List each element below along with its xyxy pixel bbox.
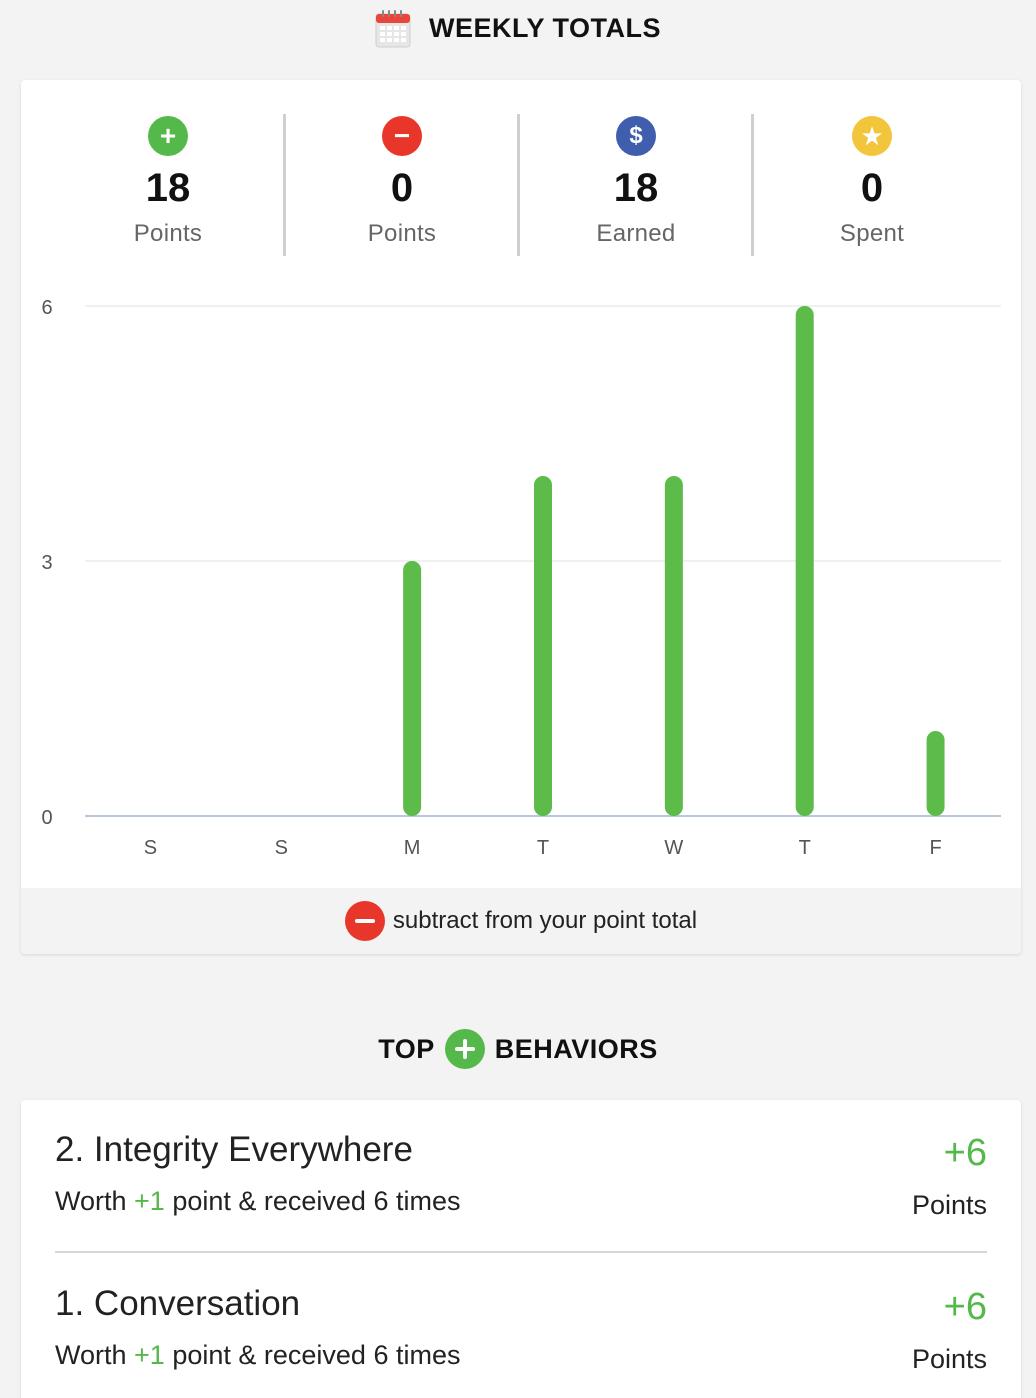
x-tick-label: M [404, 837, 421, 859]
y-tick-label: 6 [41, 297, 52, 319]
worth-mid: point & received [164, 1186, 374, 1216]
star-circle-icon: ★ [852, 116, 892, 156]
section-title-right: BEHAVIORS [494, 1033, 658, 1064]
top-behaviors-card: 2. Integrity Everywhere Worth +1 point &… [21, 1100, 1021, 1398]
stat-divider [517, 114, 520, 256]
times-count: 6 [373, 1340, 389, 1370]
weekly-bar-chart: 0 3 6 S S M T W T F [21, 280, 1021, 880]
stat-earned: $ 18 Earned [519, 110, 753, 258]
stat-label: Points [367, 220, 437, 247]
stat-value: 18 [145, 166, 191, 210]
worth-prefix: Worth [55, 1340, 135, 1370]
plus-circle-icon [444, 1029, 485, 1069]
stat-label: Points [133, 220, 203, 247]
x-tick-label: T [799, 837, 811, 859]
behavior-description: Worth +1 point & received 6 times [55, 1340, 461, 1371]
behavior-description: Worth +1 point & received 6 times [55, 1186, 461, 1217]
y-tick-label: 0 [41, 807, 52, 829]
x-tick-label: F [929, 837, 941, 859]
worth-suffix: times [388, 1186, 461, 1216]
stat-divider [751, 114, 754, 256]
stat-label: Earned [596, 220, 676, 247]
calendar-icon [375, 8, 411, 48]
behavior-divider [55, 1251, 987, 1253]
bar-5 [795, 306, 814, 816]
x-tick-label: W [664, 837, 683, 859]
y-tick-label: 3 [41, 552, 52, 574]
behavior-points-label: Points [911, 1190, 987, 1220]
legend: subtract from your point total [21, 888, 1021, 954]
behavior-item[interactable]: 2. Integrity Everywhere Worth +1 point &… [55, 1100, 987, 1240]
times-count: 6 [373, 1186, 389, 1216]
worth-mid: point & received [164, 1340, 374, 1370]
minus-circle-icon: − [382, 116, 422, 156]
stats-row: + 18 Points − 0 Points $ 18 Earned ★ 0 S… [21, 110, 1021, 258]
stat-value: 0 [390, 166, 414, 210]
stat-negative-points: − 0 Points [285, 110, 519, 258]
behavior-points-label: Points [911, 1344, 987, 1374]
behavior-name: 2. Integrity Everywhere [55, 1130, 413, 1169]
x-tick-label: S [275, 837, 288, 859]
minus-circle-icon [344, 901, 385, 941]
x-tick-label: S [144, 837, 157, 859]
x-tick-label: T [537, 837, 549, 859]
plus-circle-icon: + [148, 116, 188, 156]
stat-spent: ★ 0 Spent [755, 110, 989, 258]
stat-label: Spent [839, 220, 905, 247]
bar-2 [403, 561, 422, 816]
legend-text: subtract from your point total [392, 907, 698, 934]
stat-positive-points: + 18 Points [51, 110, 285, 258]
behavior-points: +6 [943, 1286, 987, 1328]
dollar-circle-icon: $ [616, 116, 656, 156]
worth-value: +1 [134, 1340, 165, 1370]
worth-value: +1 [134, 1186, 165, 1216]
chart-svg: 0 3 6 S S M T W T F [41, 297, 1001, 859]
bar-4 [664, 476, 683, 816]
worth-prefix: Worth [55, 1186, 135, 1216]
bar-6 [926, 731, 945, 816]
worth-suffix: times [388, 1340, 461, 1370]
section-title-left: TOP [378, 1033, 435, 1064]
behavior-points: +6 [943, 1132, 987, 1174]
page-header: WEEKLY TOTALS [0, 0, 1036, 56]
page-title: WEEKLY TOTALS [428, 12, 662, 43]
weekly-totals-card: + 18 Points − 0 Points $ 18 Earned ★ 0 S… [21, 80, 1021, 954]
stat-value: 18 [613, 166, 659, 210]
stat-value: 0 [860, 166, 884, 210]
top-behaviors-heading: TOP BEHAVIORS [0, 1026, 1036, 1072]
behavior-item[interactable]: 1. Conversation Worth +1 point & receive… [55, 1254, 987, 1394]
stat-divider [283, 114, 286, 256]
bar-3 [534, 476, 552, 816]
behavior-name: 1. Conversation [55, 1284, 301, 1323]
